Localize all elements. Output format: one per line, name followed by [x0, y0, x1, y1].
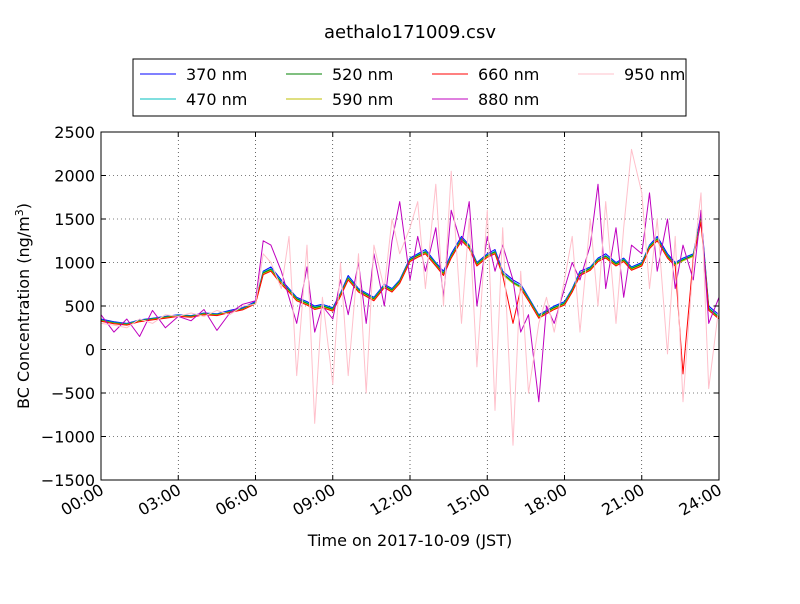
y-tick-label: −1500	[41, 471, 95, 490]
y-axis-label-sup: 3	[13, 209, 26, 216]
y-axis-label-tail: )	[14, 203, 33, 209]
legend-label: 660 nm	[478, 65, 539, 84]
legend-label: 880 nm	[478, 90, 539, 109]
legend-item: 470 nm	[140, 90, 247, 109]
legend-item: 370 nm	[140, 65, 247, 84]
series-layer	[100, 148, 720, 446]
legend-item: 950 nm	[578, 65, 685, 84]
y-tick-label: −1000	[41, 428, 95, 447]
y-tick-label: 500	[64, 297, 95, 316]
legend: 370 nm 470 nm 520 nm 590 nm 660 nm 880 nm 950 …	[132, 58, 687, 117]
y-tick-label: −500	[51, 384, 95, 403]
legend-label: 590 nm	[332, 90, 393, 109]
legend-items: 370 nm 470 nm 520 nm 590 nm 660 nm 880 nm 950 …	[140, 65, 685, 109]
y-tick-label: 1500	[54, 210, 95, 229]
legend-item: 660 nm	[432, 65, 539, 84]
legend-frame	[132, 58, 687, 117]
y-tick-label: 0	[85, 341, 95, 360]
y-axis: −1500 −1000 −500 0 500 1000 1500 2000 2500	[41, 123, 719, 490]
legend-item: 590 nm	[286, 90, 393, 109]
chart-title: aethalo171009.csv	[324, 22, 496, 43]
legend-label: 520 nm	[332, 65, 393, 84]
series-line-370-nm	[100, 214, 720, 324]
y-tick-label: 1000	[54, 254, 95, 273]
series-line-880-nm	[100, 183, 720, 403]
y-tick-label: 2500	[54, 123, 95, 142]
series-line-950-nm	[100, 148, 720, 446]
y-axis-label: BC Concentration (ng/m3)	[13, 203, 33, 409]
y-axis-label-main: BC Concentration (ng/m	[14, 216, 33, 409]
series-line-660-nm	[100, 222, 720, 375]
legend-label: 370 nm	[186, 65, 247, 84]
x-axis-label: Time on 2017-10-09 (JST)	[307, 531, 512, 550]
legend-item: 520 nm	[286, 65, 393, 84]
legend-label: 470 nm	[186, 90, 247, 109]
legend-label: 950 nm	[624, 65, 685, 84]
y-tick-label: 2000	[54, 167, 95, 186]
legend-item: 880 nm	[432, 90, 539, 109]
